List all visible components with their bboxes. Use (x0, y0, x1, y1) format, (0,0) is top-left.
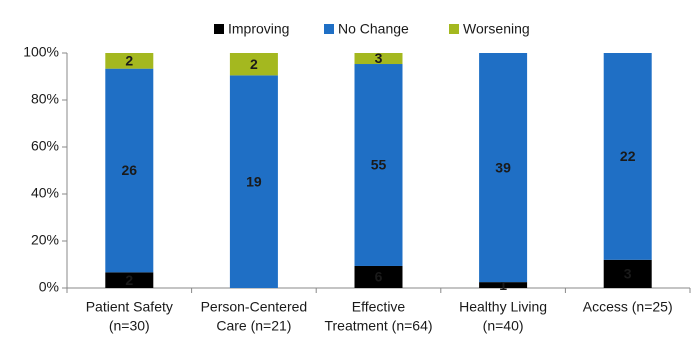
data-label: 26 (122, 162, 138, 178)
legend-swatch (214, 24, 224, 34)
data-label: 3 (624, 266, 632, 282)
x-tick-label: Effective (352, 299, 406, 315)
y-tick-label: 100% (23, 44, 59, 60)
bar-segment (479, 53, 528, 283)
data-label: 39 (495, 159, 511, 175)
y-tick-label: 80% (31, 91, 59, 107)
bar-segment (354, 265, 403, 288)
legend-label: No Change (338, 21, 409, 37)
x-tick-label: (n=30) (109, 318, 150, 334)
legend-swatch (324, 24, 334, 34)
y-tick-label: 20% (31, 232, 59, 248)
data-label: 19 (246, 173, 262, 189)
data-label: 2 (125, 272, 133, 288)
x-tick-label: Healthy Living (459, 299, 547, 315)
data-label: 1 (499, 277, 507, 293)
legend-label: Worsening (463, 21, 530, 37)
data-label: 6 (375, 269, 383, 285)
bar-segment (479, 282, 528, 288)
bar-segment (603, 53, 652, 260)
bar-segment (354, 53, 403, 65)
y-tick-label: 0% (39, 279, 59, 295)
bar-segment (105, 53, 154, 69)
x-tick-label: Patient Safety (86, 299, 173, 315)
data-label: 2 (125, 53, 133, 69)
data-label: 2 (250, 56, 258, 72)
bar-segment (354, 64, 403, 266)
y-tick-label: 40% (31, 185, 59, 201)
data-label: 3 (375, 50, 383, 66)
legend-swatch (449, 24, 459, 34)
data-label: 55 (371, 157, 387, 173)
legend-label: Improving (228, 21, 289, 37)
bar-segment (603, 259, 652, 288)
bar-segment (229, 53, 278, 76)
x-tick-label: Care (n=21) (216, 318, 291, 334)
x-tick-label: Access (n=25) (583, 299, 673, 315)
bar-segment (229, 75, 278, 288)
y-tick-label: 60% (31, 138, 59, 154)
bar-segment (105, 272, 154, 288)
x-tick-label: (n=40) (483, 318, 524, 334)
bar-segment (105, 68, 154, 273)
data-label: 22 (620, 148, 636, 164)
x-tick-label: Treatment (n=64) (324, 318, 432, 334)
x-tick-label: Person-Centered (201, 299, 308, 315)
